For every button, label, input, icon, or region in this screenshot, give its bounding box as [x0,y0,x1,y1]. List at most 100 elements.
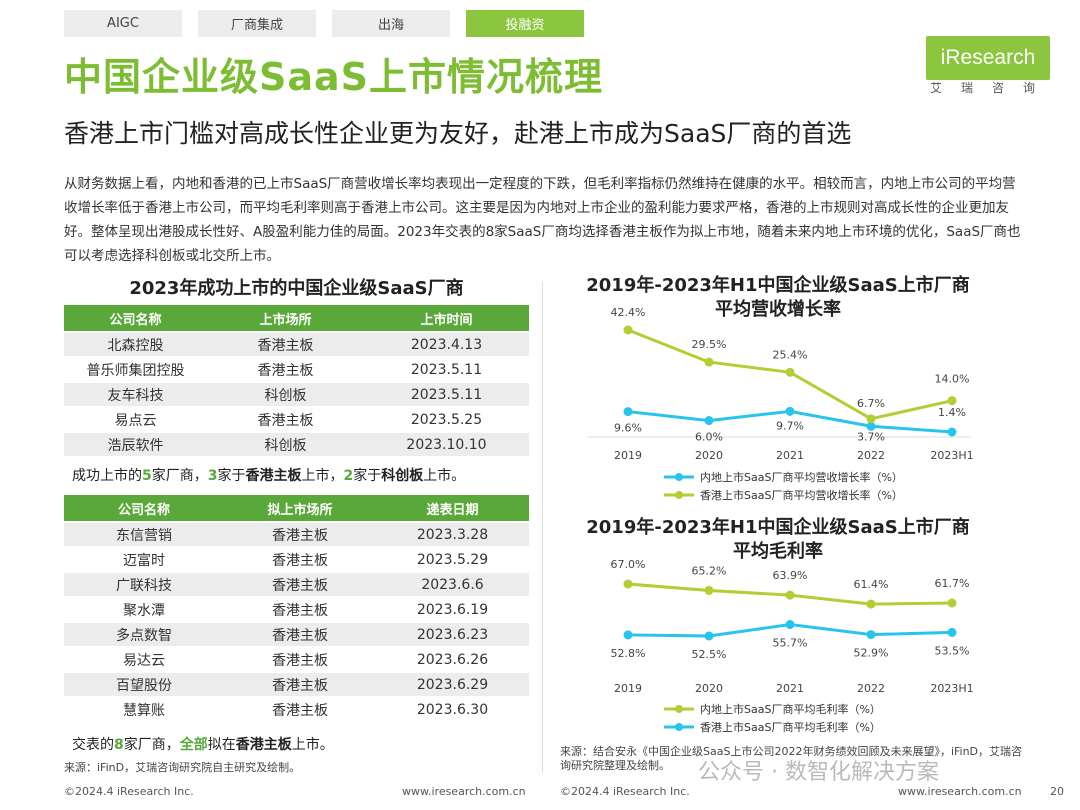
intro-paragraph: 从财务数据上看，内地和香港的已上市SaaS厂商营收增长率均表现出一定程度的下跌，… [64,176,1021,264]
cell-date: 2023.10.10 [364,433,529,456]
watermark: 公众号 · 数智化解决方案 [698,760,939,785]
data-label: 52.8% [611,647,646,660]
table-row: 友车科技 科创板 2023.5.11 [64,383,529,406]
chart-title: 2019年-2023年H1中国企业级SaaS上市厂商 [586,516,969,538]
chart-title: 2019年-2023年H1中国企业级SaaS上市厂商 [586,274,969,296]
cell-company: 易点云 [64,408,207,431]
data-point [947,627,957,637]
source-left: 来源：iFinD，艾瑞咨询研究院自主研究及绘制。 [64,761,301,774]
cell-venue: 科创板 [207,383,364,406]
data-point [785,590,795,600]
cell-date: 2023.6.29 [376,673,529,696]
cell-venue: 香港主板 [207,358,364,381]
x-tick-label: 2021 [776,682,804,695]
data-point [866,414,876,424]
data-point [623,630,633,640]
cell-date: 2023.6.23 [376,623,529,646]
table-row: 广联科技 香港主板 2023.6.6 [64,573,529,596]
cell-company: 广联科技 [64,573,224,596]
cell-date: 2023.4.13 [364,333,529,356]
listed-table: 公司名称 上市场所 上市时间 北森控股 香港主板 2023.4.13 普乐师集团控股… [64,303,529,458]
data-label: 9.7% [776,419,804,432]
summary-text: 上市。 [291,737,334,753]
data-point [947,598,957,608]
table-row: 北森控股 香港主板 2023.4.13 [64,333,529,356]
listed-table-header: 公司名称 上市场所 上市时间 [64,305,529,331]
summary-venue: 科创板 [381,468,424,484]
cell-venue: 香港主板 [224,573,376,596]
cell-venue: 科创板 [207,433,364,456]
top-tabs: AIGC 厂商集成 出海 投融资 [64,10,584,37]
data-label: 42.4% [611,306,646,319]
x-tick-label: 2023H1 [930,449,973,462]
divider [542,282,543,772]
legend-swatch-dot [675,491,683,499]
header-company: 公司名称 [64,305,207,331]
summary-text: 拟在 [207,737,236,753]
summary-text: 家于 [353,468,382,484]
table-row: 浩辰软件 科创板 2023.10.10 [64,433,529,456]
summary-text: 家于 [217,468,246,484]
page-number: 20 [1050,785,1064,798]
cell-company: 多点数智 [64,623,224,646]
x-tick-label: 2022 [857,682,885,695]
filed-table-header: 公司名称 拟上市场所 递表日期 [64,495,529,521]
footer-url-left[interactable]: www.iresearch.com.cn [402,785,526,798]
table-row: 百望股份 香港主板 2023.6.29 [64,673,529,696]
cell-company: 易达云 [64,648,224,671]
chart-title: 平均毛利率 [733,540,823,562]
data-point [704,357,714,367]
data-label: 52.9% [854,647,889,660]
tab-overseas[interactable]: 出海 [332,10,450,37]
data-label: 61.4% [854,578,889,591]
data-label: 3.7% [857,430,885,443]
x-tick-label: 2020 [695,682,723,695]
summary-count: 2 [343,468,354,484]
listed-summary: 成功上市的5家厂商，3家于香港主板上市，2家于科创板上市。 [72,465,465,485]
cell-date: 2023.5.29 [376,548,529,571]
table-row: 易点云 香港主板 2023.5.25 [64,408,529,431]
legend-swatch-dot [675,723,683,731]
data-point [704,585,714,595]
table-row: 多点数智 香港主板 2023.6.23 [64,623,529,646]
filed-table: 公司名称 拟上市场所 递表日期 东信营销 香港主板 2023.3.28 迈富时 香港主… [64,493,529,723]
summary-text: 家厂商， [151,468,208,484]
cell-venue: 香港主板 [224,698,376,721]
cell-date: 2023.5.25 [364,408,529,431]
x-tick-label: 2019 [614,449,642,462]
cell-venue: 香港主板 [207,333,364,356]
header-venue: 上市场所 [207,305,364,331]
data-label: 55.7% [773,637,808,650]
footer-url-right[interactable]: www.iresearch.com.cn [898,785,1022,798]
data-point [785,367,795,377]
legend-label: 香港上市SaaS厂商平均营收增长率（%） [700,488,903,502]
summary-text: 上市。 [423,468,466,484]
cell-company: 浩辰软件 [64,433,207,456]
cell-company: 聚水潭 [64,598,224,621]
data-point [866,630,876,640]
tab-aigc[interactable]: AIGC [64,10,182,37]
tab-investment[interactable]: 投融资 [466,10,584,37]
summary-venue: 香港主板 [245,468,302,484]
summary-count: 3 [207,468,218,484]
cell-venue: 香港主板 [224,548,376,571]
data-label: 65.2% [692,564,727,577]
cell-company: 北森控股 [64,333,207,356]
page-subtitle: 香港上市门槛对高成长性企业更为友好，赴港上市成为SaaS厂商的首选 [64,119,852,148]
table-row: 易达云 香港主板 2023.6.26 [64,648,529,671]
summary-text: 家厂商， [123,737,180,753]
data-label: 61.7% [935,577,970,590]
legend-label: 内地上市SaaS厂商平均毛利率（%） [700,702,881,716]
data-point [623,325,633,335]
cell-venue: 香港主板 [224,673,376,696]
cell-date: 2023.5.11 [364,383,529,406]
data-label: 14.0% [935,373,970,386]
cell-date: 2023.6.30 [376,698,529,721]
header-company: 公司名称 [64,495,224,521]
tab-vendor-integration[interactable]: 厂商集成 [198,10,316,37]
data-label: 67.0% [611,558,646,571]
